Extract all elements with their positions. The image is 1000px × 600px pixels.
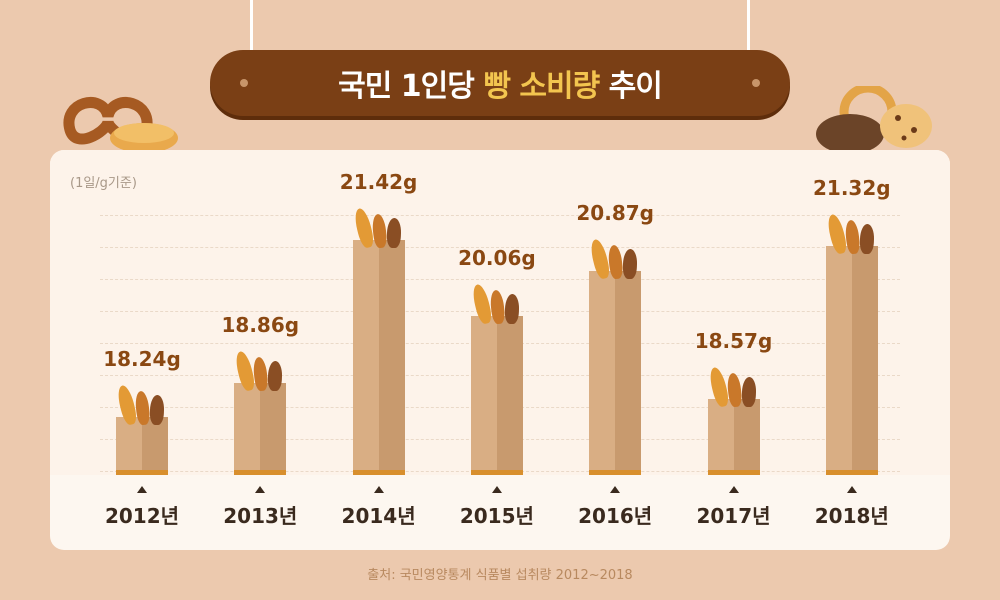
data-label: 18.57g bbox=[694, 328, 773, 353]
tick-label: 2017년 bbox=[696, 504, 771, 528]
baguette-icon bbox=[622, 248, 638, 279]
data-label: 18.24g bbox=[103, 347, 181, 372]
tick-label: 2014년 bbox=[341, 504, 416, 528]
tick-marker bbox=[491, 486, 502, 493]
grid-line bbox=[100, 279, 900, 280]
source-note: 출처: 국민영양통계 식품별 섭취량 2012~2018 bbox=[367, 568, 633, 583]
bar bbox=[116, 417, 168, 475]
bar-stripe bbox=[234, 469, 287, 475]
data-label: 18.86g bbox=[221, 312, 300, 337]
tick-marker bbox=[846, 486, 857, 493]
title-part-3: 추이 bbox=[608, 69, 663, 104]
hanging-rope-right bbox=[747, 0, 750, 52]
title-part-1: 국민 1인당 bbox=[338, 69, 475, 104]
unit-note: (1일/g기준) bbox=[70, 176, 137, 191]
tick-marker bbox=[610, 486, 621, 493]
baguette-icon bbox=[267, 360, 283, 391]
bar-shade bbox=[378, 240, 405, 475]
bar-stripe bbox=[470, 470, 523, 475]
baguette-icon bbox=[504, 293, 520, 324]
tick-marker bbox=[373, 486, 384, 493]
bar-stripe bbox=[589, 469, 642, 475]
bar-shade bbox=[496, 315, 523, 475]
bar bbox=[825, 245, 878, 475]
tick-label: 2013년 bbox=[223, 504, 298, 528]
tick-label: 2018년 bbox=[814, 504, 889, 528]
data-label: 21.32g bbox=[813, 175, 891, 200]
bread-loaf-icon bbox=[110, 123, 178, 152]
tick-marker bbox=[137, 486, 147, 493]
tick-marker bbox=[728, 486, 739, 493]
hanging-rope-left bbox=[250, 0, 253, 52]
baguette-icon bbox=[859, 223, 875, 254]
data-label: 20.06g bbox=[458, 245, 536, 270]
tick-label: 2015년 bbox=[459, 504, 534, 528]
baguette-icon bbox=[149, 394, 165, 426]
data-label: 20.87g bbox=[576, 200, 654, 225]
bar bbox=[352, 240, 405, 475]
bar-stripe bbox=[116, 469, 168, 475]
title-banner: 국민 1인당 빵 소비량 추이 bbox=[210, 50, 790, 116]
grid-line bbox=[100, 247, 900, 248]
bar bbox=[589, 270, 642, 475]
chart-title: 국민 1인당 빵 소비량 추이 bbox=[338, 61, 663, 105]
bar bbox=[707, 398, 760, 475]
banner-rivet-right bbox=[752, 79, 760, 87]
bar-shade bbox=[260, 382, 287, 475]
banner-rivet-left bbox=[240, 79, 248, 87]
bar-shade bbox=[851, 245, 878, 475]
tick-marker bbox=[255, 486, 266, 493]
data-label: 21.42g bbox=[339, 170, 418, 195]
tick-label: 2016년 bbox=[578, 504, 653, 528]
bar-shade bbox=[142, 417, 168, 475]
bar bbox=[470, 315, 523, 475]
bar-shade bbox=[615, 270, 642, 475]
grid-line bbox=[100, 215, 900, 216]
plot-area: (1일/g기준) 18.24g 18.86g 21.42g 20.06g 20.87g 1… bbox=[50, 150, 950, 475]
bar bbox=[234, 382, 287, 475]
bar-stripe bbox=[825, 469, 878, 475]
chart-card: (1일/g기준) 18.24g 18.86g 21.42g 20.06g 20.87g 1… bbox=[50, 150, 950, 550]
cookie-icon bbox=[816, 86, 932, 152]
tick-label: 2012년 bbox=[104, 504, 180, 528]
baguette-icon bbox=[386, 217, 402, 249]
title-part-2: 소비량 bbox=[519, 69, 600, 104]
baguette-icon bbox=[740, 376, 757, 407]
bar-stripe bbox=[707, 469, 760, 475]
bar-shade bbox=[733, 398, 760, 475]
bar-stripe bbox=[352, 469, 405, 475]
title-highlight: 빵 bbox=[483, 69, 511, 104]
